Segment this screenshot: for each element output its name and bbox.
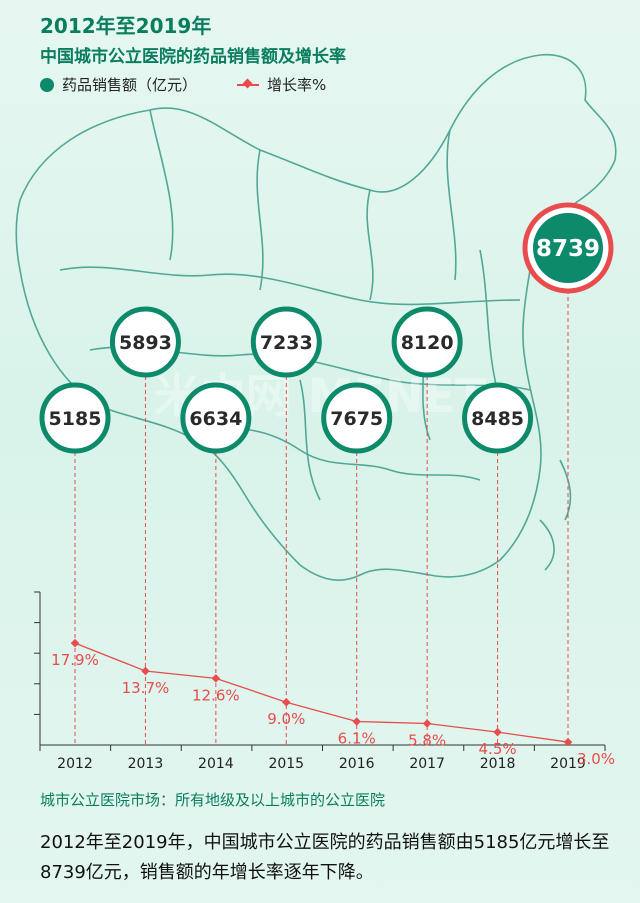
growth-rate-marker	[493, 727, 502, 737]
bubble-ring	[180, 382, 252, 454]
bubble-ring	[39, 382, 111, 454]
growth-rate-label: 3.0%	[577, 750, 615, 768]
sales-bubble-highlight: 8739	[522, 202, 614, 294]
sales-value-label: 7233	[260, 332, 313, 354]
bubble-ring	[250, 306, 322, 378]
x-tick-label: 2017	[409, 756, 445, 772]
sales-value-label: 8120	[401, 332, 454, 354]
description-text: 2012年至2019年，中国城市公立医院的药品销售额由5185亿元增长至8739…	[40, 832, 610, 883]
sales-bubble: 5185	[39, 382, 111, 454]
chart-title: 2012年至2019年	[40, 14, 212, 38]
sales-bubble: 5893	[109, 306, 181, 378]
sales-value-label: 5185	[49, 408, 102, 430]
legend-sales-label: 药品销售额（亿元）	[62, 76, 198, 94]
sales-bubble: 7675	[321, 382, 393, 454]
legend: 药品销售额（亿元） 增长率%	[40, 74, 326, 95]
growth-rate-line	[74, 642, 569, 743]
legend-dot-icon	[40, 77, 54, 92]
x-tick-label: 2015	[268, 756, 304, 772]
x-tick-label: 2018	[480, 756, 516, 772]
x-tick-label: 2012	[57, 756, 93, 772]
market-caption: 城市公立医院市场：所有地级及以上城市的公立医院	[40, 791, 386, 809]
growth-rate-label: 17.9%	[51, 651, 99, 669]
sales-value-label: 5893	[119, 332, 172, 354]
growth-rate-marker	[141, 666, 150, 676]
sales-value-label: 7675	[330, 408, 383, 430]
sales-bubble: 7233	[250, 306, 322, 378]
x-tick-label: 2016	[339, 756, 375, 772]
growth-rate-marker	[422, 719, 432, 728]
bubble-fill	[533, 213, 603, 283]
x-tick-label: 2019	[550, 756, 586, 772]
x-tick-label: 2013	[128, 756, 164, 772]
sales-value-label: 6634	[189, 408, 242, 430]
legend-line-icon	[237, 83, 260, 86]
growth-rate-marker	[70, 638, 80, 648]
sales-bubble: 6634	[180, 382, 252, 454]
growth-rate-label: 13.7%	[122, 679, 170, 697]
growth-rate-label: 9.0%	[267, 710, 305, 728]
growth-rate-marker	[211, 674, 221, 683]
growth-rate-label: 6.1%	[338, 729, 376, 747]
growth-rate-marker	[563, 737, 573, 747]
bubble-ring	[109, 306, 181, 378]
growth-rate-label: 4.5%	[479, 740, 517, 758]
sales-bubble: 8485	[462, 382, 534, 454]
bubble-ring	[321, 382, 393, 454]
growth-rate-label: 12.6%	[192, 686, 240, 704]
chart-canvas: 米内网 MENET 2012 2013 2014 2015 2016 2017 2018 20…	[15, 53, 617, 772]
bubble-ring	[462, 382, 534, 454]
sales-value-label: 8485	[471, 408, 524, 430]
growth-rate-marker	[282, 697, 291, 707]
bubble-ring	[391, 306, 463, 378]
growth-rate-label: 5.8%	[408, 731, 446, 749]
x-tick-label: 2014	[198, 756, 234, 772]
chart-subtitle: 中国城市公立医院的药品销售额及增长率	[40, 47, 346, 67]
growth-rate-marker	[352, 717, 361, 726]
china-map-outline	[15, 53, 617, 581]
legend-growth-label: 增长率%	[267, 76, 327, 94]
sales-value-label: 8739	[536, 236, 600, 262]
sales-bubble: 8120	[391, 306, 463, 378]
